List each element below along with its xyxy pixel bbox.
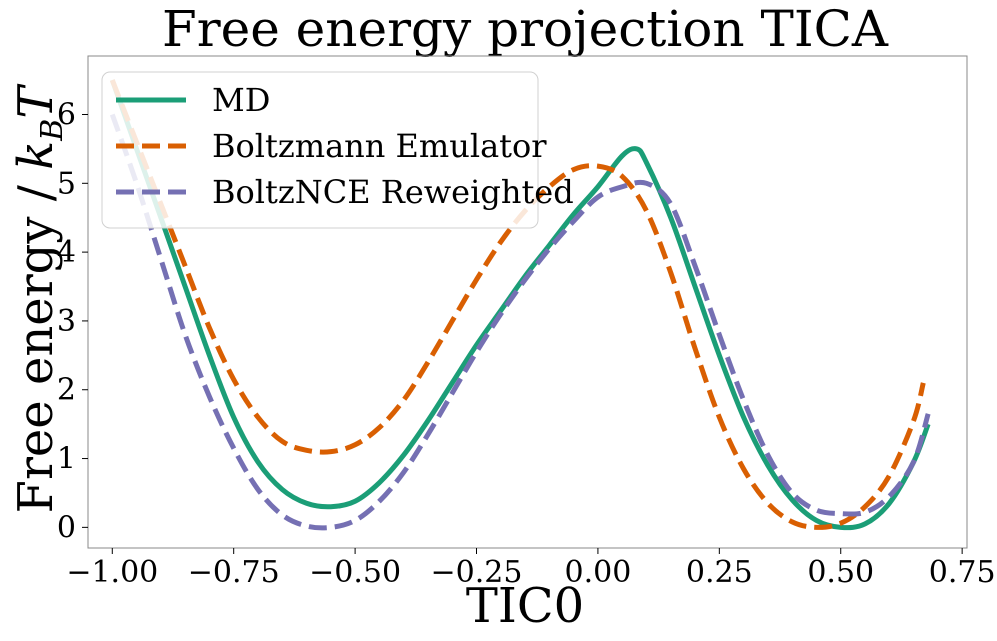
series-line-3	[109, 113, 931, 531]
legend-label-2: Boltzmann Emulator	[212, 127, 547, 165]
x-tick-label: 0.75	[929, 555, 996, 590]
svg-text:Free energy / kBT: Free energy / kBT	[8, 84, 70, 514]
ticks-layer: −1.00 −0.75 −0.50 −0.25 0.00 0.25 0.50 0.75 0 1 2 3…	[57, 97, 996, 590]
y-tick-label: 2	[57, 373, 76, 408]
y-tick-label: 0	[57, 510, 76, 545]
y-tick-label: 3	[57, 304, 76, 339]
legend-label-1: MD	[212, 81, 270, 119]
legend-box	[101, 71, 539, 229]
y-tick-label: 4	[57, 235, 76, 270]
x-tick-label: −0.75	[188, 555, 280, 590]
x-tick-label: −1.00	[66, 555, 158, 590]
x-tick-label: 0.00	[565, 555, 632, 590]
x-tick-label: −0.50	[309, 555, 401, 590]
x-tick-label: 0.50	[807, 555, 874, 590]
y-axis-label-t: T	[8, 84, 64, 119]
plot-area: −1.00 −0.75 −0.50 −0.25 0.00 0.25 0.50 0.75 0 1 2 3…	[57, 55, 996, 590]
y-axis-label-sub: B	[35, 119, 70, 142]
legend-label-3: BoltzNCE Reweighted	[212, 173, 574, 211]
series-line-1	[109, 79, 931, 531]
x-tick-label: −0.25	[431, 555, 523, 590]
y-axis-label-k: k	[8, 141, 64, 170]
y-tick-label: 6	[57, 97, 76, 132]
y-axis-label: Free energy / kBT	[8, 84, 70, 514]
y-axis-label-main: Free energy /	[8, 170, 64, 514]
x-tick-label: 0.25	[686, 555, 753, 590]
chart-title: Free energy projection TICA	[162, 0, 889, 58]
plot-frame	[87, 55, 968, 549]
legend: MD Boltzmann Emulator BoltzNCE Reweighted	[101, 71, 574, 229]
x-axis-label: TIC0	[466, 578, 584, 634]
y-tick-label: 1	[57, 442, 76, 477]
y-tick-label: 5	[57, 166, 76, 201]
